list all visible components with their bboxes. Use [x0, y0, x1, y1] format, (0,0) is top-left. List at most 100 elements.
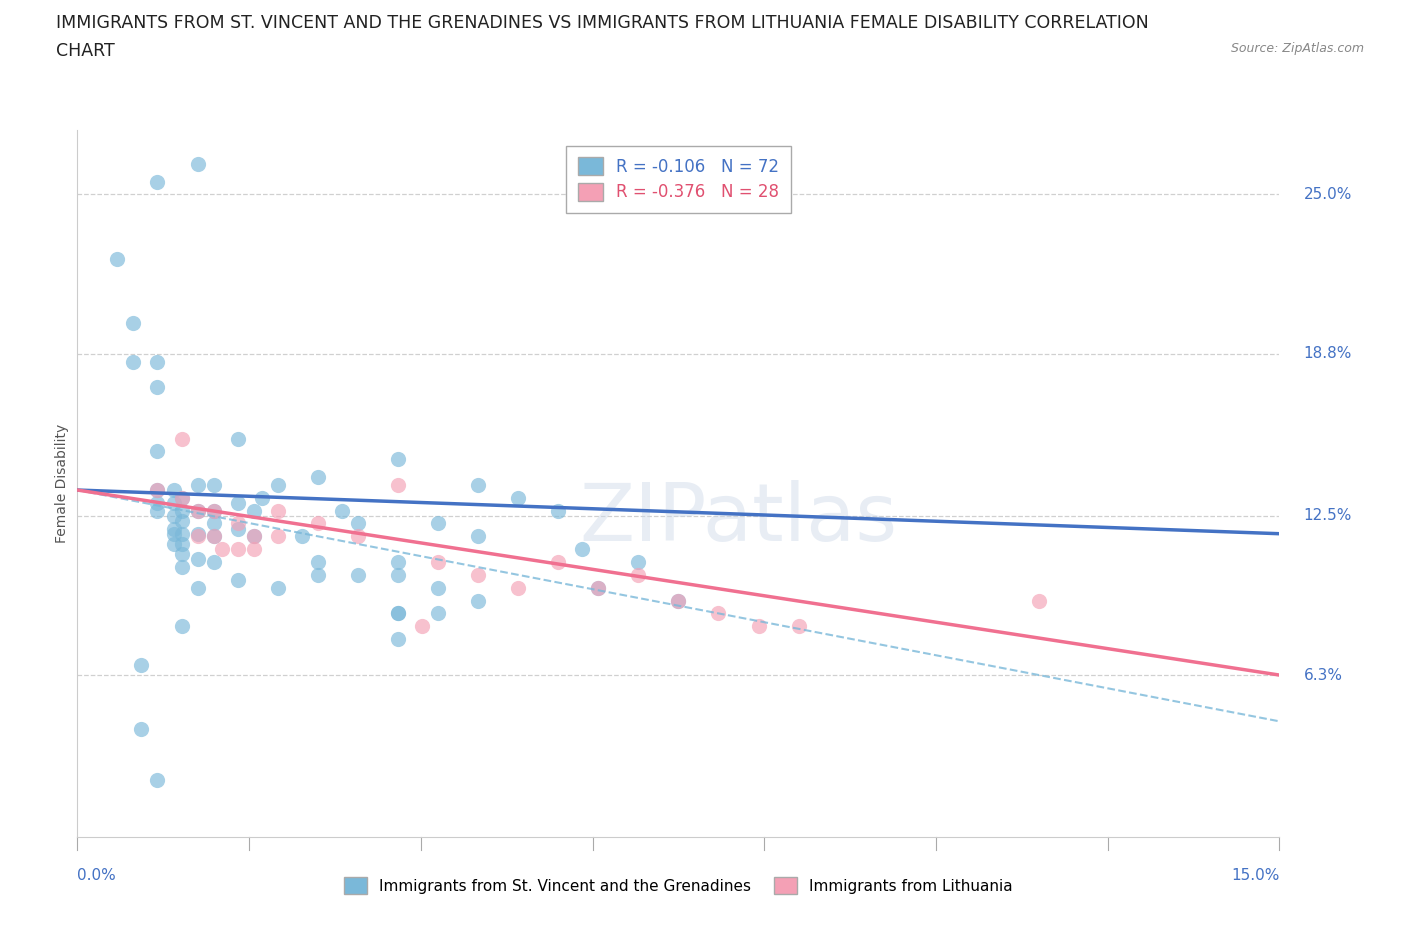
Point — [508, 490, 530, 505]
Point — [131, 722, 153, 737]
Point — [387, 606, 409, 621]
Point — [170, 490, 193, 505]
Point — [170, 432, 193, 446]
Point — [387, 567, 409, 582]
Point — [427, 606, 450, 621]
Point — [226, 541, 249, 556]
Point — [226, 432, 249, 446]
Point — [627, 567, 650, 582]
Point — [170, 503, 193, 518]
Point — [411, 618, 433, 633]
Point — [226, 496, 249, 511]
Point — [170, 547, 193, 562]
Point — [226, 521, 249, 536]
Point — [146, 174, 169, 189]
Point — [242, 503, 264, 518]
Point — [170, 513, 193, 528]
Point — [211, 541, 233, 556]
Point — [146, 483, 169, 498]
Point — [547, 554, 569, 569]
Text: 12.5%: 12.5% — [1303, 508, 1353, 524]
Point — [202, 477, 225, 492]
Point — [146, 444, 169, 458]
Point — [250, 490, 273, 505]
Point — [186, 503, 209, 518]
Point — [242, 541, 264, 556]
Text: IMMIGRANTS FROM ST. VINCENT AND THE GRENADINES VS IMMIGRANTS FROM LITHUANIA FEMA: IMMIGRANTS FROM ST. VINCENT AND THE GREN… — [56, 14, 1149, 32]
Point — [202, 554, 225, 569]
Point — [267, 529, 290, 544]
Text: 0.0%: 0.0% — [77, 868, 117, 883]
Point — [571, 541, 593, 556]
Point — [202, 516, 225, 531]
Text: 15.0%: 15.0% — [1232, 868, 1279, 883]
Text: 25.0%: 25.0% — [1303, 187, 1353, 202]
Point — [668, 593, 690, 608]
Point — [387, 631, 409, 646]
Point — [387, 554, 409, 569]
Point — [467, 529, 489, 544]
Point — [242, 529, 264, 544]
Point — [122, 354, 145, 369]
Text: ZIPatlas: ZIPatlas — [579, 480, 897, 558]
Point — [202, 503, 225, 518]
Point — [107, 251, 129, 266]
Point — [186, 529, 209, 544]
Point — [307, 470, 329, 485]
Point — [186, 526, 209, 541]
Point — [170, 490, 193, 505]
Point — [122, 315, 145, 330]
Point — [170, 537, 193, 551]
Point — [508, 580, 530, 595]
Point — [267, 580, 290, 595]
Point — [186, 156, 209, 171]
Point — [627, 554, 650, 569]
Point — [162, 496, 184, 511]
Point — [267, 503, 290, 518]
Point — [146, 503, 169, 518]
Point — [162, 537, 184, 551]
Point — [226, 516, 249, 531]
Point — [202, 529, 225, 544]
Point — [186, 552, 209, 567]
Point — [427, 554, 450, 569]
Point — [1028, 593, 1050, 608]
Point — [307, 516, 329, 531]
Point — [146, 379, 169, 394]
Point — [387, 452, 409, 467]
Point — [467, 567, 489, 582]
Point — [427, 580, 450, 595]
Point — [186, 477, 209, 492]
Point — [131, 658, 153, 672]
Text: 6.3%: 6.3% — [1303, 668, 1343, 683]
Text: 18.8%: 18.8% — [1303, 346, 1353, 362]
Point — [347, 529, 370, 544]
Point — [146, 496, 169, 511]
Point — [307, 554, 329, 569]
Point — [170, 560, 193, 575]
Y-axis label: Female Disability: Female Disability — [55, 424, 69, 543]
Point — [467, 477, 489, 492]
Point — [162, 521, 184, 536]
Point — [467, 593, 489, 608]
Point — [162, 526, 184, 541]
Point — [347, 567, 370, 582]
Point — [588, 580, 610, 595]
Point — [748, 618, 770, 633]
Legend: Immigrants from St. Vincent and the Grenadines, Immigrants from Lithuania: Immigrants from St. Vincent and the Gren… — [337, 871, 1019, 900]
Point — [226, 573, 249, 588]
Point — [307, 567, 329, 582]
Text: CHART: CHART — [56, 42, 115, 60]
Point — [427, 516, 450, 531]
Point — [787, 618, 810, 633]
Point — [242, 529, 264, 544]
Point — [330, 503, 353, 518]
Point — [170, 618, 193, 633]
Point — [162, 483, 184, 498]
Point — [291, 529, 314, 544]
Point — [186, 580, 209, 595]
Point — [202, 503, 225, 518]
Point — [170, 526, 193, 541]
Point — [668, 593, 690, 608]
Point — [547, 503, 569, 518]
